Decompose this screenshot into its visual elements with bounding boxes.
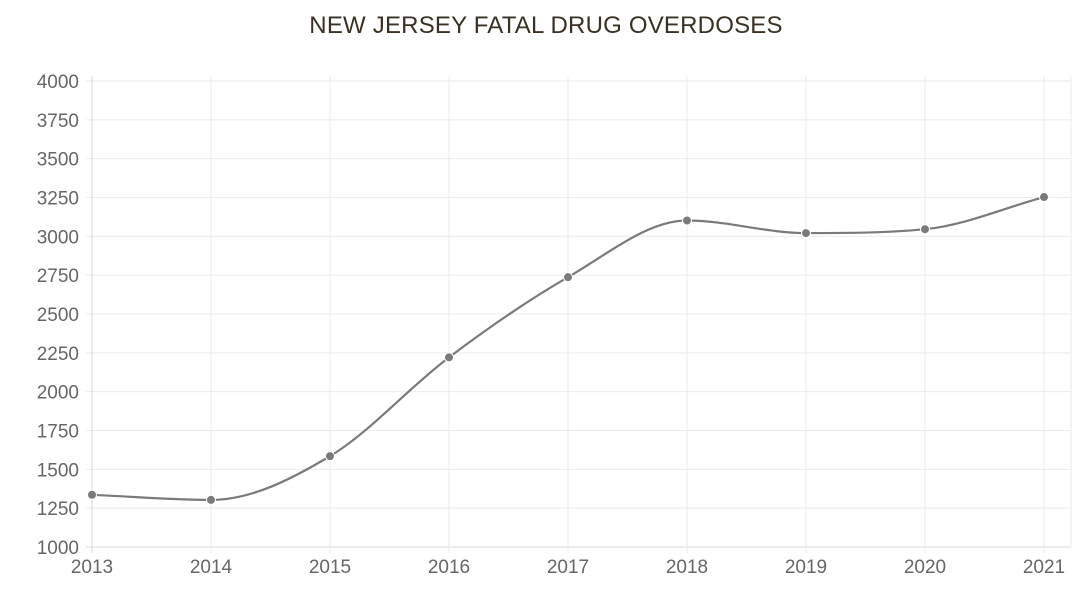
x-tick-label: 2020 bbox=[904, 557, 946, 578]
y-tick-label: 2250 bbox=[37, 344, 79, 365]
y-tick-label: 1250 bbox=[37, 499, 79, 520]
x-tick-label: 2021 bbox=[1023, 557, 1065, 578]
y-tick-label: 1750 bbox=[37, 422, 79, 443]
grid-layer bbox=[86, 76, 1072, 553]
y-tick-label: 3250 bbox=[37, 189, 79, 210]
y-tick-label: 1500 bbox=[37, 460, 79, 481]
y-tick-label: 4000 bbox=[37, 72, 79, 93]
y-tick-label: 2000 bbox=[37, 383, 79, 404]
data-point-2020[interactable] bbox=[920, 224, 930, 235]
y-tick-label: 2500 bbox=[37, 305, 79, 326]
chart-title: NEW JERSEY FATAL DRUG OVERDOSES bbox=[309, 12, 783, 39]
x-tick-label: 2019 bbox=[785, 557, 827, 578]
data-point-2013[interactable] bbox=[87, 489, 97, 500]
y-tick-label: 3500 bbox=[37, 150, 79, 171]
y-tick-label: 3000 bbox=[37, 227, 79, 248]
y-tick-label: 2750 bbox=[37, 266, 79, 287]
data-point-2019[interactable] bbox=[801, 228, 811, 239]
tick-labels: 1000 1250 1500 1750 2000 2250 2500 2750 3000 3250… bbox=[37, 72, 1065, 578]
x-tick-label: 2016 bbox=[428, 557, 470, 578]
data-point-2018[interactable] bbox=[682, 215, 692, 226]
x-tick-label: 2013 bbox=[71, 557, 113, 578]
data-point-2014[interactable] bbox=[206, 494, 216, 505]
x-tick-label: 2017 bbox=[547, 557, 589, 578]
series-layer bbox=[87, 192, 1049, 505]
x-tick-label: 2014 bbox=[190, 557, 233, 578]
y-tick-label: 1000 bbox=[37, 538, 79, 559]
x-tick-label: 2018 bbox=[666, 557, 708, 578]
data-point-2016[interactable] bbox=[444, 352, 454, 363]
y-tick-label: 3750 bbox=[37, 111, 79, 132]
data-point-2021[interactable] bbox=[1039, 192, 1049, 203]
data-point-2017[interactable] bbox=[563, 272, 573, 283]
data-point-2015[interactable] bbox=[325, 451, 335, 462]
x-tick-label: 2015 bbox=[309, 557, 351, 578]
